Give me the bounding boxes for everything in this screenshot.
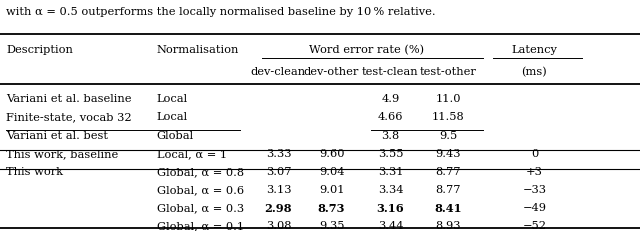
Text: 3.55: 3.55 (378, 149, 403, 159)
Text: 3.08: 3.08 (266, 222, 291, 231)
Text: Global, α = 0.6: Global, α = 0.6 (157, 185, 244, 195)
Text: 8.93: 8.93 (435, 222, 461, 231)
Text: Variani et al. baseline: Variani et al. baseline (6, 94, 132, 104)
Text: Local: Local (157, 112, 188, 122)
Text: 8.77: 8.77 (435, 185, 461, 195)
Text: 9.01: 9.01 (319, 185, 344, 195)
Text: 11.0: 11.0 (435, 94, 461, 104)
Text: 3.13: 3.13 (266, 185, 291, 195)
Text: 3.44: 3.44 (378, 222, 403, 231)
Text: test-other: test-other (420, 67, 476, 77)
Text: 9.43: 9.43 (435, 149, 461, 159)
Text: 9.35: 9.35 (319, 222, 344, 231)
Text: 4.66: 4.66 (378, 112, 403, 122)
Text: 3.8: 3.8 (381, 131, 399, 140)
Text: −52: −52 (522, 222, 547, 231)
Text: 9.04: 9.04 (319, 167, 344, 177)
Text: dev-other: dev-other (304, 67, 359, 77)
Text: Normalisation: Normalisation (157, 45, 239, 55)
Text: Global, α = 0.1: Global, α = 0.1 (157, 222, 244, 231)
Text: 8.77: 8.77 (435, 167, 461, 177)
Text: 9.5: 9.5 (439, 131, 457, 140)
Text: 11.58: 11.58 (431, 112, 465, 122)
Text: Global, α = 0.3: Global, α = 0.3 (157, 203, 244, 213)
Text: This work: This work (6, 167, 63, 177)
Text: −33: −33 (522, 185, 547, 195)
Text: 4.9: 4.9 (381, 94, 399, 104)
Text: Finite-state, vocab 32: Finite-state, vocab 32 (6, 112, 132, 122)
Text: +3: +3 (526, 167, 543, 177)
Text: 3.33: 3.33 (266, 149, 291, 159)
Text: 3.34: 3.34 (378, 185, 403, 195)
Text: 3.07: 3.07 (266, 167, 291, 177)
Text: Global, α = 0.8: Global, α = 0.8 (157, 167, 244, 177)
Text: Description: Description (6, 45, 73, 55)
Text: 3.31: 3.31 (378, 167, 403, 177)
Text: test-clean: test-clean (362, 67, 419, 77)
Text: with α = 0.5 outperforms the locally normalised baseline by 10 % relative.: with α = 0.5 outperforms the locally nor… (6, 6, 436, 17)
Text: −49: −49 (522, 203, 547, 213)
Text: 9.60: 9.60 (319, 149, 344, 159)
Text: 0: 0 (531, 149, 538, 159)
Text: Local, α = 1: Local, α = 1 (157, 149, 227, 159)
Text: 3.16: 3.16 (376, 203, 404, 214)
Text: 2.98: 2.98 (265, 203, 292, 214)
Text: Word error rate (%): Word error rate (%) (309, 45, 424, 55)
Text: Latency: Latency (511, 45, 557, 55)
Text: Variani et al. best: Variani et al. best (6, 131, 108, 140)
Text: (ms): (ms) (522, 67, 547, 77)
Text: This work, baseline: This work, baseline (6, 149, 118, 159)
Text: dev-clean: dev-clean (251, 67, 306, 77)
Text: Global: Global (157, 131, 194, 140)
Text: 8.73: 8.73 (318, 203, 345, 214)
Text: Local: Local (157, 94, 188, 104)
Text: 8.41: 8.41 (434, 203, 462, 214)
